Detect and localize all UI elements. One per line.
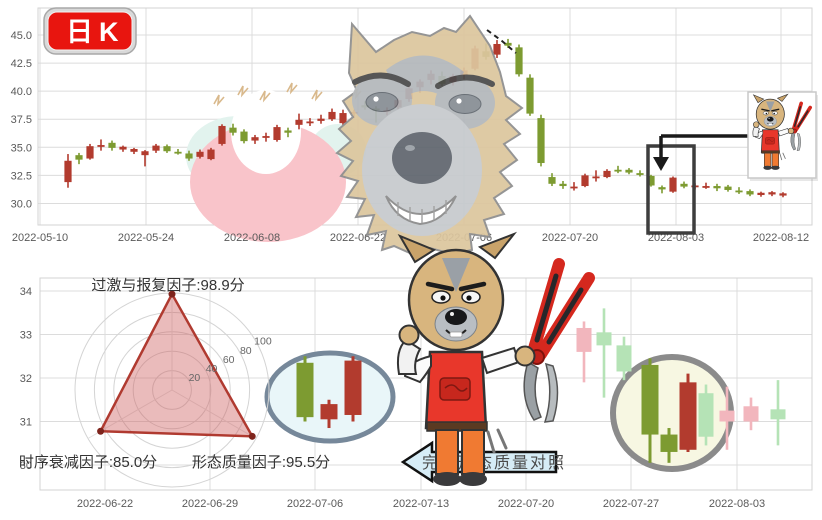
mascot-fist (398, 324, 420, 346)
mascot-right-sleeve (480, 346, 521, 375)
left-eye (365, 92, 399, 112)
svg-text:32: 32 (20, 373, 32, 385)
svg-text:2022-05-10: 2022-05-10 (12, 232, 68, 244)
radar-label-bottom-left: 时序衰减因子:85.0分 (19, 454, 157, 471)
radar-label-bottom-right: 形态质量因子:95.5分 (192, 454, 330, 471)
right-eyebrow (435, 74, 495, 89)
radar-label-top: 过激与报复因子:98.9分 (91, 276, 244, 294)
svg-text:32.5: 32.5 (11, 170, 32, 182)
svg-text:2022-06-29: 2022-06-29 (182, 498, 238, 510)
mascot-head (407, 248, 505, 352)
dog-head-watermark (335, 14, 524, 256)
nose (392, 132, 452, 184)
svg-text:2022-05-24: 2022-05-24 (118, 232, 174, 244)
mascot-hand (514, 345, 536, 367)
mascot-right-brow (458, 281, 487, 292)
svg-text:2022-07-20: 2022-07-20 (498, 498, 554, 510)
svg-text:2022-08-03: 2022-08-03 (648, 232, 704, 244)
svg-text:2022-06-22: 2022-06-22 (330, 232, 386, 244)
svg-text:31: 31 (20, 417, 32, 429)
mascot-nose (445, 309, 467, 325)
mascot-left-brow (425, 281, 455, 292)
svg-text:30: 30 (20, 460, 32, 472)
svg-text:40.0: 40.0 (11, 86, 32, 98)
highlight-rectangle[interactable] (646, 144, 696, 235)
mascot-teeth (449, 331, 463, 338)
nose-highlight (405, 145, 415, 151)
pattern-axis-labels: 34 33 32 31 30 2022-06-22 2022-06-29 2022-07-06… (20, 286, 765, 510)
pattern-callout (646, 134, 748, 235)
mascot-pocket-stitch (444, 384, 468, 392)
donut-hole (231, 90, 301, 174)
mascot-left-forearm (396, 338, 422, 375)
mascot-left-pupil (440, 295, 446, 301)
daily-k-axis-labels: 45.0 42.5 40.0 37.5 35.0 32.5 30.0 2022-05-10 20… (11, 30, 810, 244)
svg-text:37.5: 37.5 (11, 114, 32, 126)
mascot-right-ear (477, 231, 518, 260)
teeth-lines (397, 200, 447, 223)
mascot-left-leg (435, 429, 459, 475)
mascot-left-ear (397, 233, 437, 264)
svg-text:30.0: 30.0 (11, 198, 32, 210)
svg-text:34: 34 (20, 286, 32, 298)
mascot-dog (396, 231, 595, 486)
mascot-right-leg (461, 429, 485, 475)
mascot-nose-glint (450, 312, 454, 316)
pink-donut (190, 122, 346, 242)
pattern-analysis-chart: 34 33 32 31 30 2022-06-22 2022-06-29 2022-07-06… (19, 276, 813, 510)
callout-arrowhead-icon (653, 157, 669, 171)
right-eye-glint (456, 98, 462, 104)
left-eyebrow (352, 72, 411, 87)
mascot-left-shoe (433, 472, 461, 486)
svg-text:2022-07-20: 2022-07-20 (542, 232, 598, 244)
mascot-pocket (439, 377, 471, 401)
svg-text:100: 100 (254, 336, 272, 348)
mascot-blaze (442, 258, 470, 292)
daily-k-chart: 45.0 42.5 40.0 37.5 35.0 32.5 30.0 2022-05-10 20… (11, 7, 813, 244)
pliers-icon (523, 258, 595, 423)
badge-face (47, 11, 133, 51)
svg-text:45.0: 45.0 (11, 30, 32, 42)
svg-text:2022-08-03: 2022-08-03 (709, 498, 765, 510)
mascot-right-pupil (466, 295, 472, 301)
svg-text:80: 80 (240, 345, 252, 357)
left-eye-glint (373, 96, 379, 102)
svg-text:42.5: 42.5 (11, 58, 32, 70)
daily-k-badge: 日K (43, 7, 137, 55)
svg-text:40: 40 (206, 363, 218, 375)
badge-label: 日K (66, 17, 125, 47)
svg-text:20: 20 (189, 372, 201, 384)
svg-text:2022-07-27: 2022-07-27 (603, 498, 659, 510)
belt-tools-icon (486, 428, 508, 454)
right-eye (448, 94, 482, 114)
svg-text:2022-08-12: 2022-08-12 (753, 232, 809, 244)
svg-text:33: 33 (20, 330, 32, 342)
pattern-candles (296, 308, 786, 463)
peak-trend-dashed-line (486, 29, 517, 54)
donut-sticker (186, 82, 366, 242)
mascot-right-shoe (459, 472, 487, 486)
mascot-left-sleeve (403, 354, 432, 384)
svg-text:2022-07-06: 2022-07-06 (287, 498, 343, 510)
svg-text:60: 60 (223, 354, 235, 366)
svg-text:2022-06-22: 2022-06-22 (77, 498, 133, 510)
svg-text:35.0: 35.0 (11, 142, 32, 154)
svg-text:2022-07-13: 2022-07-13 (393, 498, 449, 510)
svg-text:2022-06-08: 2022-06-08 (224, 232, 280, 244)
